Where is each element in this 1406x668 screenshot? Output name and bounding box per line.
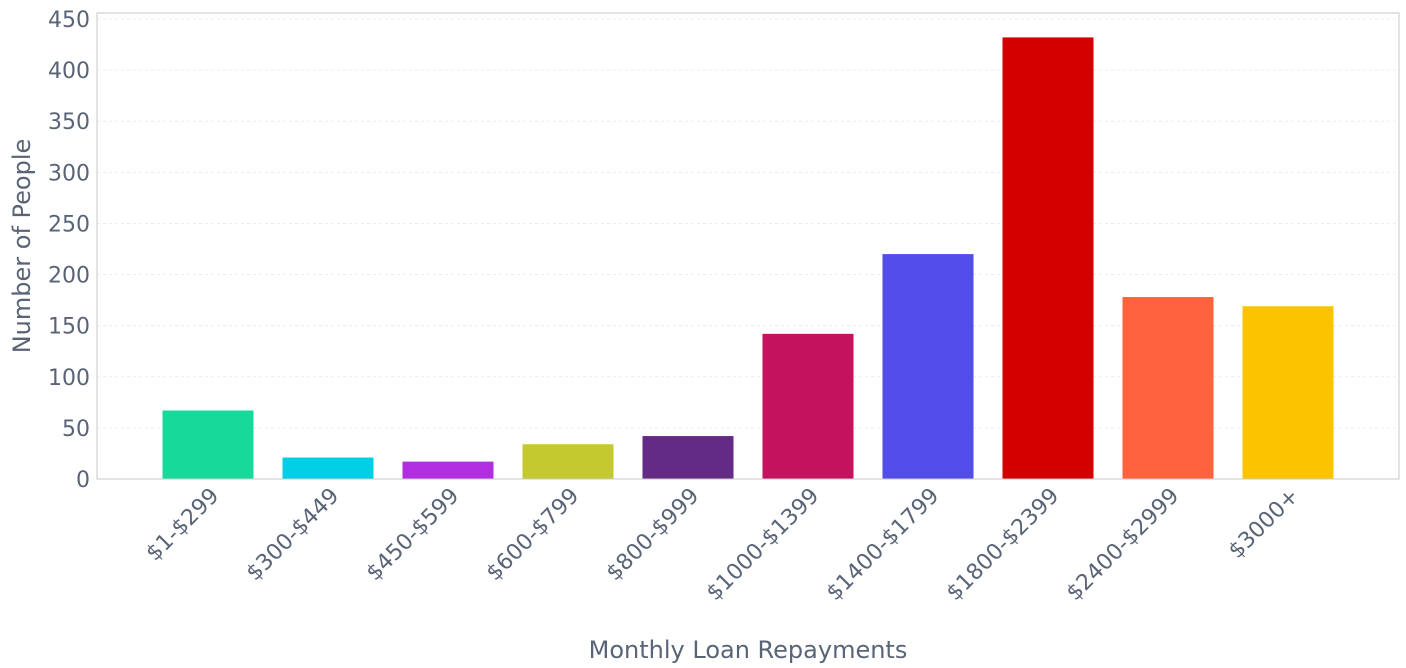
- y-tick-label: 200: [48, 264, 90, 289]
- y-tick-label: 300: [48, 161, 90, 186]
- bar: [522, 444, 614, 479]
- bar: [282, 457, 374, 479]
- y-axis-ticks: 0 50 100 150 200 250 300 350 400 450: [48, 8, 90, 493]
- y-tick-label: 50: [62, 417, 90, 442]
- x-tick-label: $300-$449: [242, 484, 344, 586]
- y-tick-label: 150: [48, 315, 90, 340]
- y-tick-label: 100: [48, 366, 90, 391]
- y-axis-title: Number of People: [8, 139, 36, 354]
- x-tick-label: $800-$999: [602, 484, 704, 586]
- x-tick-label: $1800-$2399: [942, 484, 1064, 606]
- y-tick-label: 400: [48, 59, 90, 84]
- y-tick-label: 350: [48, 110, 90, 135]
- plot-frame: [96, 12, 1400, 480]
- y-tick-label: 250: [48, 212, 90, 237]
- x-axis-title: Monthly Loan Repayments: [589, 636, 908, 664]
- x-tick-label: $1400-$1799: [822, 484, 944, 606]
- bars: [162, 37, 1334, 480]
- y-tick-label: 0: [76, 468, 90, 493]
- bar: [1242, 306, 1334, 479]
- x-tick-label: $2400-$2999: [1062, 484, 1184, 606]
- x-tick-label: $3000+: [1224, 484, 1304, 564]
- x-tick-label: $450-$599: [362, 484, 464, 586]
- bar: [642, 436, 734, 479]
- grid: [97, 18, 1399, 429]
- y-tick-label: 450: [48, 8, 90, 33]
- bar: [1122, 297, 1214, 479]
- bar: [1002, 37, 1094, 480]
- x-tick-label: $1-$299: [142, 484, 225, 567]
- x-tick-label: $1000-$1399: [702, 484, 824, 606]
- x-tick-label: $600-$799: [482, 484, 584, 586]
- bar: [162, 410, 254, 479]
- bar: [882, 254, 974, 479]
- x-axis-ticks: $1-$299 $300-$449 $450-$599 $600-$799 $800-$…: [142, 484, 1305, 606]
- bar: [762, 333, 854, 479]
- bar: [402, 461, 494, 479]
